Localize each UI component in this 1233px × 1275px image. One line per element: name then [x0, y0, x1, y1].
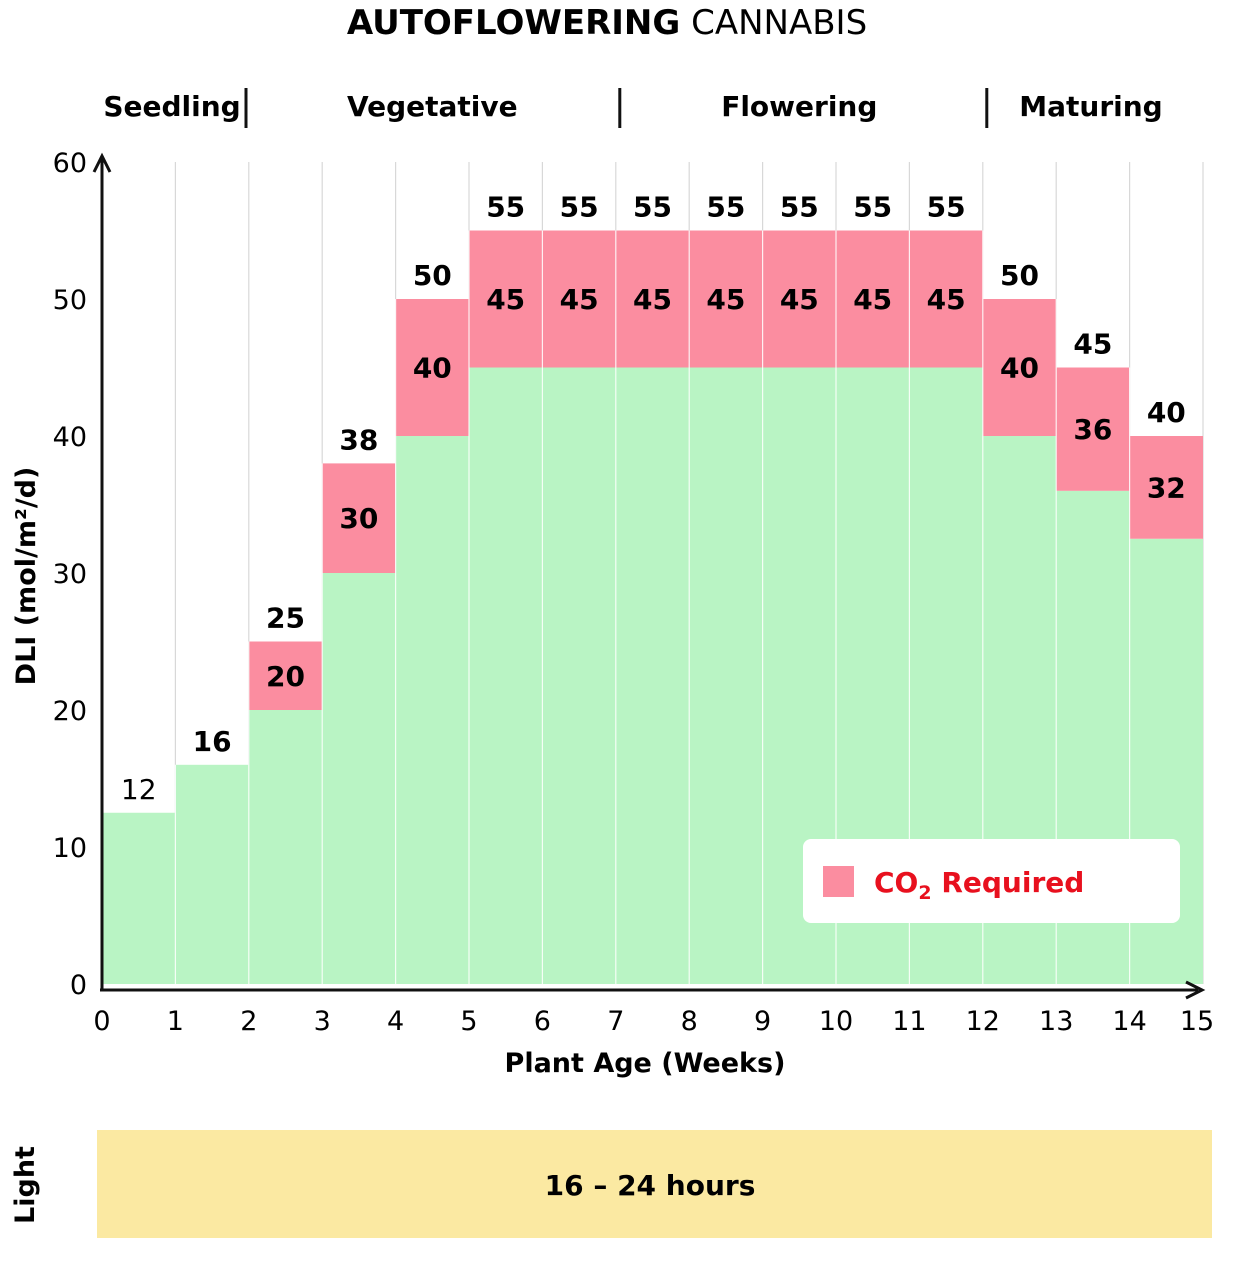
bar-top-label: 16 — [193, 725, 232, 758]
chart-title-rest: CANNABIS — [680, 3, 867, 43]
bar-base-label: 36 — [1073, 413, 1112, 446]
x-tick-label: 9 — [754, 1006, 771, 1037]
bar-top-label: 55 — [853, 191, 892, 224]
x-tick-label: 11 — [892, 1006, 926, 1037]
stage-label: Vegetative — [347, 90, 518, 123]
bar-co2 — [982, 299, 1057, 436]
y-tick-label: 0 — [70, 970, 87, 1001]
bar-co2 — [689, 230, 763, 368]
bar-co2 — [909, 230, 983, 368]
y-tick-label: 30 — [53, 559, 87, 590]
bar-co2 — [1129, 436, 1203, 539]
y-tick-label: 20 — [53, 696, 87, 727]
bar-top-label: 12 — [121, 773, 157, 806]
bar-co2 — [615, 230, 690, 368]
x-tick-label: 10 — [819, 1006, 853, 1037]
chart-title: AUTOFLOWERING CANNABIS — [347, 3, 867, 43]
bar-base-label: 40 — [413, 352, 452, 385]
bar-co2 — [322, 463, 396, 573]
value-labels: 12 16 25 20 38 30 50 40 55 45 55 45 55 45 55 45 55 45 55 45… — [121, 191, 1186, 806]
x-tick-label: 6 — [534, 1006, 551, 1037]
bar-base — [469, 367, 543, 984]
chart-title-bold: AUTOFLOWERING — [347, 3, 680, 43]
x-tick-label: 15 — [1180, 1006, 1214, 1037]
legend-label-main: CO — [874, 866, 918, 899]
bar-base-label: 30 — [339, 502, 378, 535]
legend-box — [803, 839, 1180, 923]
bar-co2 — [542, 230, 616, 368]
bar-base-label: 40 — [1000, 352, 1039, 385]
x-tick-label: 7 — [607, 1006, 624, 1037]
y-axis-arrow — [92, 152, 112, 173]
x-tick-label: 1 — [167, 1006, 184, 1037]
legend-swatch-co2 — [823, 866, 854, 897]
x-tick-label: 8 — [681, 1006, 698, 1037]
stage-label: Flowering — [721, 90, 877, 123]
y-axis-title: DLI (mol/m²/d) — [11, 467, 42, 686]
y-tick-label: 50 — [53, 285, 87, 316]
x-tick-label: 13 — [1039, 1006, 1073, 1037]
light-side-label: Light — [10, 1146, 41, 1224]
bar-top-label: 50 — [1000, 259, 1039, 292]
x-tick-label: 12 — [966, 1006, 1000, 1037]
y-tick-label: 60 — [53, 148, 87, 179]
bar-co2 — [469, 230, 543, 368]
bar-co2 — [1056, 367, 1130, 491]
bar-base-label: 45 — [486, 283, 525, 316]
bar-base-label: 45 — [927, 283, 966, 316]
bar-top-label: 55 — [706, 191, 745, 224]
x-axis-title: Plant Age (Weeks) — [505, 1048, 786, 1079]
bar-co2 — [395, 299, 469, 436]
bar-base-label: 20 — [266, 660, 305, 693]
bar-base — [615, 367, 690, 984]
x-axis-arrow — [1185, 980, 1206, 1000]
bar-co2 — [762, 230, 836, 368]
bar-top-label: 55 — [927, 191, 966, 224]
bar-base — [248, 710, 323, 984]
bar-top-label: 25 — [266, 602, 305, 635]
legend-label-co2: CO2 Required — [874, 866, 1084, 904]
stage-label: Seedling — [103, 90, 240, 123]
bar-base-label: 45 — [706, 283, 745, 316]
bar-base — [689, 367, 763, 984]
bar-base — [395, 436, 469, 984]
y-tick-label: 40 — [53, 422, 87, 453]
x-tick-label: 2 — [240, 1006, 257, 1037]
bar-top-label: 55 — [780, 191, 819, 224]
legend: CO2 Required — [803, 839, 1180, 923]
stage-label: Maturing — [1019, 90, 1162, 123]
bar-base — [542, 367, 616, 984]
bars — [102, 230, 1203, 984]
y-tick-label: 10 — [53, 833, 87, 864]
bar-top-label: 50 — [413, 259, 452, 292]
light-band-text: 16 – 24 hours — [545, 1169, 756, 1202]
bar-top-label: 55 — [633, 191, 672, 224]
bar-base-label: 32 — [1147, 471, 1186, 504]
bar-top-label: 55 — [560, 191, 599, 224]
bar-top-label: 55 — [486, 191, 525, 224]
bar-co2 — [248, 641, 323, 710]
bar-base-label: 45 — [560, 283, 599, 316]
stage-header: Seedling Vegetative Flowering Maturing — [103, 88, 1163, 128]
x-tick-label: 3 — [314, 1006, 331, 1037]
bar-base — [102, 812, 176, 984]
bar-base — [175, 764, 249, 984]
light-band — [97, 1130, 1212, 1238]
x-tick-label: 4 — [387, 1006, 404, 1037]
x-tick-label: 14 — [1112, 1006, 1146, 1037]
bar-base-label: 45 — [780, 283, 819, 316]
bar-base-label: 45 — [853, 283, 892, 316]
legend-label-rest: Required — [932, 866, 1085, 899]
bar-top-label: 38 — [339, 423, 378, 456]
bar-top-label: 40 — [1147, 396, 1186, 429]
x-tick-label: 5 — [460, 1006, 477, 1037]
legend-label-sub: 2 — [918, 882, 931, 904]
x-tick-label: 0 — [93, 1006, 110, 1037]
bar-base-label: 45 — [633, 283, 672, 316]
bar-base — [322, 573, 396, 984]
bar-co2 — [836, 230, 910, 368]
bar-top-label: 45 — [1073, 328, 1112, 361]
